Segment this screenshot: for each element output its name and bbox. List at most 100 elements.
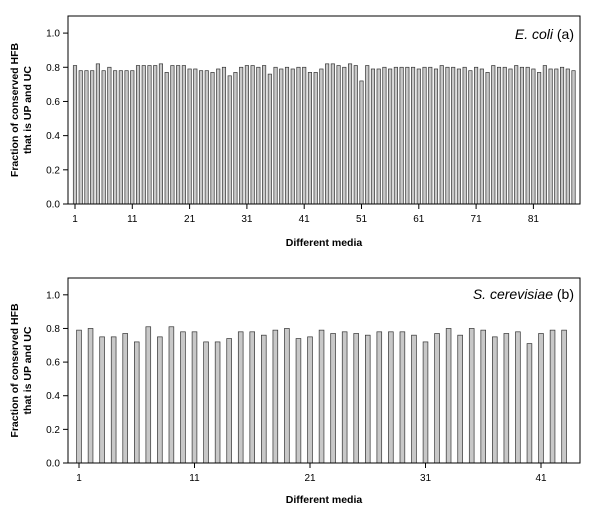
bar (147, 65, 152, 205)
bar (237, 331, 244, 464)
bar (382, 66, 387, 205)
bar (295, 338, 302, 464)
x-tick-label: 31 (241, 214, 253, 225)
bar (216, 68, 221, 205)
bar (256, 66, 261, 205)
bar (244, 65, 249, 205)
y-axis-title-line: that is UP and UC (22, 326, 34, 414)
bar (531, 68, 536, 205)
bar (296, 66, 301, 205)
bar (422, 66, 427, 205)
bar (290, 68, 295, 205)
x-tick-label: 81 (528, 214, 540, 225)
bar (341, 331, 348, 464)
bar (457, 334, 463, 464)
x-tick-label: 61 (413, 214, 425, 225)
bar (376, 331, 383, 464)
bar (359, 80, 364, 205)
bar (411, 334, 417, 464)
bar (468, 70, 473, 205)
bar (508, 68, 513, 205)
bar (124, 70, 129, 205)
bar (353, 333, 359, 464)
bar (365, 65, 370, 205)
bar (135, 65, 141, 205)
bar (110, 336, 117, 464)
bar (416, 68, 421, 205)
bar (203, 341, 209, 464)
y-tick-label: 0.4 (46, 131, 60, 142)
bar (239, 66, 244, 205)
y-tick-label: 0.8 (46, 324, 60, 335)
bar (388, 331, 394, 464)
bar (319, 68, 324, 205)
chart-panel-a: 0.00.20.40.60.81.01 11 21 31 41 51 61 71 81Diffe… (9, 15, 581, 249)
bar (428, 66, 433, 205)
y-axis-title-line: Fraction of conserved HFB (9, 42, 21, 177)
y-tick-label: 0.2 (46, 425, 60, 436)
bar (318, 329, 325, 464)
bar (313, 72, 318, 205)
organism-name: S. cerevisiae (473, 286, 553, 302)
bar (468, 328, 475, 464)
bar (336, 65, 341, 205)
bar (347, 63, 353, 205)
bar (330, 333, 336, 464)
x-tick-label: 71 (471, 214, 483, 225)
bar (342, 66, 347, 205)
x-tick-label: 41 (299, 214, 311, 225)
bar (227, 75, 232, 205)
bar (474, 66, 479, 205)
y-axis-title: Fraction of conserved HFBthat is UP and … (9, 303, 34, 438)
bar (561, 329, 567, 464)
x-axis-title: Different media (286, 494, 363, 506)
y-tick-label: 0.6 (46, 358, 60, 369)
bar (422, 341, 429, 464)
bar (503, 333, 510, 464)
bar (101, 70, 106, 205)
bar (370, 68, 376, 205)
bar (157, 336, 163, 464)
bar (118, 70, 123, 205)
bar (262, 65, 267, 205)
bar (514, 65, 519, 205)
bar (393, 66, 398, 205)
bar (164, 72, 169, 205)
bar (456, 68, 461, 205)
x-tick-label: 1 (72, 214, 78, 225)
bar (549, 329, 556, 464)
bar (158, 63, 164, 205)
bar (479, 68, 484, 205)
bar (445, 66, 450, 205)
bar (113, 70, 118, 205)
bar (515, 331, 521, 464)
bar (273, 66, 278, 205)
bar (141, 65, 146, 205)
bar (279, 68, 284, 205)
y-tick-label: 0.0 (46, 459, 60, 470)
bar (210, 72, 215, 205)
bar (525, 66, 530, 205)
bar (388, 68, 393, 205)
bar (76, 329, 82, 464)
bar (180, 331, 186, 464)
bar (199, 70, 204, 205)
bar (204, 70, 209, 205)
bar (284, 328, 290, 464)
x-tick-label: 11 (189, 473, 200, 484)
bar (168, 326, 175, 464)
bar (193, 68, 198, 205)
x-tick-label: 1 (76, 473, 82, 484)
bar (72, 65, 78, 205)
bar (267, 73, 272, 205)
bar (353, 65, 358, 205)
bar (181, 65, 186, 205)
bar (272, 329, 279, 464)
bar (249, 331, 256, 464)
x-axis-title: Different media (286, 237, 363, 249)
panel-label: E. coli (a) (515, 26, 574, 42)
bar (233, 72, 238, 205)
bar (170, 65, 175, 205)
bar (90, 70, 95, 205)
bar (87, 328, 94, 464)
